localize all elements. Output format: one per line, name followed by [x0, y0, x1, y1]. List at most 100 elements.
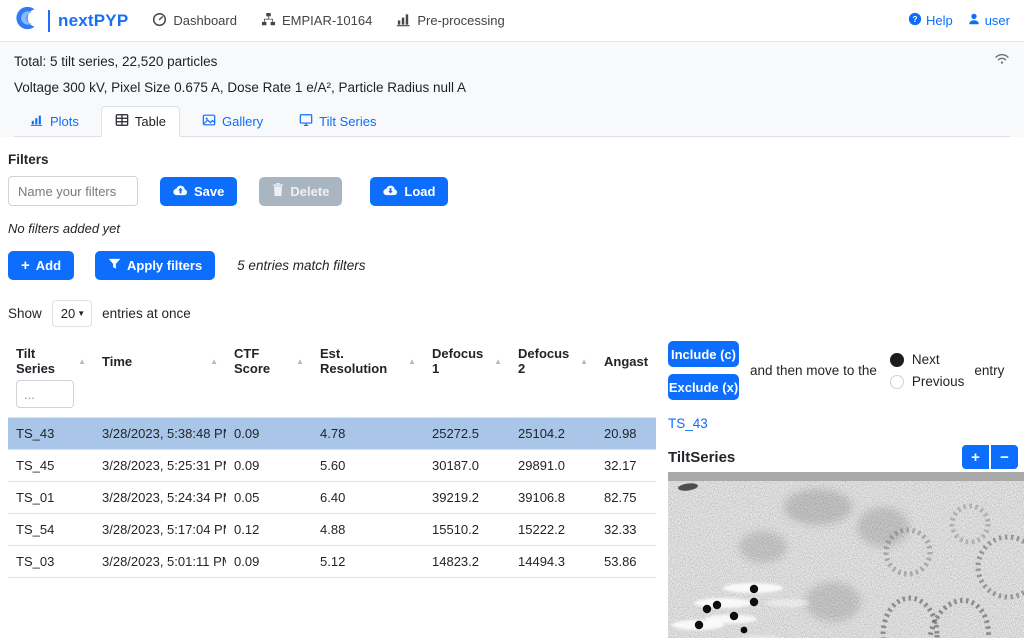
selected-entry-link[interactable]: TS_43 — [668, 416, 708, 431]
radio-selected-icon — [889, 352, 904, 367]
table-row[interactable]: TS_01 3/28/2023, 5:24:34 PM 0.05 6.40 39… — [8, 481, 656, 514]
cell-defocus-1: 39219.2 — [424, 481, 510, 514]
cell-est-resolution: 4.88 — [312, 513, 424, 546]
column-header-angast[interactable]: Angast — [604, 353, 649, 369]
table-row[interactable]: TS_03 3/28/2023, 5:01:11 PM 0.09 5.12 14… — [8, 545, 656, 578]
tilt-series-filter-input[interactable] — [16, 380, 74, 408]
summary-totals: Total: 5 tilt series, 22,520 particles — [14, 54, 218, 69]
nextpyp-logo-icon — [14, 5, 40, 36]
viewer-title: TiltSeries — [668, 448, 736, 466]
nav-item-project[interactable]: EMPIAR-10164 — [261, 12, 372, 30]
cell-defocus-2: 14494.3 — [510, 545, 596, 578]
cell-defocus-2: 15222.2 — [510, 513, 596, 546]
top-navbar: nextPYP Dashboard — [0, 0, 1024, 42]
sort-arrow-icon: ▲ — [210, 356, 218, 366]
sort-arrow-icon: ▲ — [494, 356, 502, 366]
navbar-links: Dashboard EMPIAR-10164 — [152, 12, 505, 30]
help-icon: ? — [908, 12, 922, 29]
cell-angast: 53.86 — [596, 545, 656, 578]
page-size-row: Show 20 ▼ entries at once — [8, 300, 1024, 327]
entries-label: entries at once — [102, 306, 191, 321]
zoom-controls: + − — [962, 445, 1018, 469]
nav-item-dashboard[interactable]: Dashboard — [152, 12, 237, 30]
zoom-in-button[interactable]: + — [962, 445, 989, 469]
summary-parameters: Voltage 300 kV, Pixel Size 0.675 A, Dose… — [14, 80, 467, 95]
plots-icon — [30, 113, 44, 130]
save-filters-button[interactable]: Save — [160, 176, 238, 206]
move-to-label: and then move to the — [750, 363, 877, 378]
add-filter-button[interactable]: + Add — [8, 251, 75, 280]
no-filters-message: No filters added yet — [8, 221, 121, 236]
cell-ctf-score: 0.09 — [226, 545, 312, 578]
cell-ctf-score: 0.05 — [226, 481, 312, 514]
page-size-select[interactable]: 20 ▼ — [51, 300, 93, 327]
viewer-header: TiltSeries + − — [668, 445, 1024, 469]
project-icon — [261, 12, 276, 30]
cell-defocus-1: 25272.5 — [424, 417, 510, 450]
exclude-button[interactable]: Exclude (x) — [668, 374, 739, 400]
include-button[interactable]: Include (c) — [668, 341, 739, 367]
cell-tilt-series: TS_01 — [8, 481, 94, 514]
table-row[interactable]: TS_54 3/28/2023, 5:17:04 PM 0.12 4.88 15… — [8, 513, 656, 546]
cell-angast: 32.17 — [596, 449, 656, 482]
tab-table[interactable]: Table — [100, 106, 180, 137]
nav-item-preprocessing[interactable]: Pre-processing — [396, 12, 505, 30]
brand[interactable]: nextPYP — [14, 5, 128, 36]
cell-angast: 20.98 — [596, 417, 656, 450]
table-row[interactable]: TS_43 3/28/2023, 5:38:48 PM 0.09 4.78 25… — [8, 417, 656, 450]
chart-icon — [396, 12, 411, 30]
navbar-right: ? Help user — [908, 12, 1010, 29]
table-row[interactable]: TS_45 3/28/2023, 5:25:31 PM 0.09 5.60 30… — [8, 449, 656, 482]
column-header-time[interactable]: Time ▲ — [102, 353, 218, 369]
tab-gallery[interactable]: Gallery — [188, 106, 277, 137]
cell-est-resolution: 6.40 — [312, 481, 424, 514]
brand-divider — [48, 9, 50, 32]
load-filters-button[interactable]: Load — [370, 176, 449, 206]
table-icon — [115, 113, 129, 130]
sort-arrow-icon: ▲ — [296, 356, 304, 366]
entries-match-message: 5 entries match filters — [237, 258, 366, 273]
column-header-est-resolution[interactable]: Est. Resolution ▲ — [320, 346, 416, 376]
main-content: Filters Save Delet — [0, 137, 1024, 638]
cell-angast: 32.33 — [596, 513, 656, 546]
radio-previous[interactable]: Previous — [889, 374, 964, 389]
filters-heading: Filters — [8, 152, 49, 167]
filter-name-input[interactable] — [8, 176, 138, 206]
cell-tilt-series: TS_43 — [8, 417, 94, 450]
plus-icon: + — [21, 257, 30, 274]
detail-panel: Include (c) Exclude (x) and then move to… — [668, 341, 1024, 638]
column-header-tilt-series[interactable]: Tilt Series ▲ — [16, 346, 86, 376]
entry-label: entry — [974, 363, 1005, 378]
tab-plots[interactable]: Plots — [16, 106, 93, 137]
user-link[interactable]: user — [967, 12, 1010, 29]
cell-est-resolution: 5.60 — [312, 449, 424, 482]
help-link[interactable]: ? Help — [908, 12, 953, 29]
cell-defocus-2: 25104.2 — [510, 417, 596, 450]
tab-tilt-series[interactable]: Tilt Series — [285, 106, 390, 137]
cloud-download-icon — [383, 184, 398, 199]
cell-ctf-score: 0.09 — [226, 417, 312, 450]
cell-defocus-1: 14823.2 — [424, 545, 510, 578]
user-icon — [967, 12, 981, 29]
trash-icon — [272, 183, 284, 199]
radio-next[interactable]: Next — [889, 352, 965, 367]
cell-angast: 82.75 — [596, 481, 656, 514]
cell-est-resolution: 5.12 — [312, 545, 424, 578]
column-header-defocus-1[interactable]: Defocus 1 ▲ — [432, 346, 502, 376]
tilt-series-image[interactable] — [668, 472, 1024, 638]
move-direction-radios: Next Previous — [889, 352, 965, 389]
apply-filters-button[interactable]: Apply filters — [95, 251, 216, 280]
cell-tilt-series: TS_54 — [8, 513, 94, 546]
summary-strip: Total: 5 tilt series, 22,520 particles V… — [0, 42, 1024, 137]
column-header-defocus-2[interactable]: Defocus 2 ▲ — [518, 346, 588, 376]
delete-filters-button[interactable]: Delete — [259, 176, 343, 206]
tilt-series-table: Tilt Series ▲ Time ▲ CTF Score ▲ Est. Resol… — [8, 341, 656, 578]
cell-ctf-score: 0.09 — [226, 449, 312, 482]
cell-time: 3/28/2023, 5:01:11 PM — [94, 545, 226, 578]
zoom-out-button[interactable]: − — [991, 445, 1018, 469]
cell-est-resolution: 4.78 — [312, 417, 424, 450]
wifi-icon — [994, 52, 1010, 70]
column-header-ctf-score[interactable]: CTF Score ▲ — [234, 346, 304, 376]
sort-arrow-icon: ▲ — [580, 356, 588, 366]
